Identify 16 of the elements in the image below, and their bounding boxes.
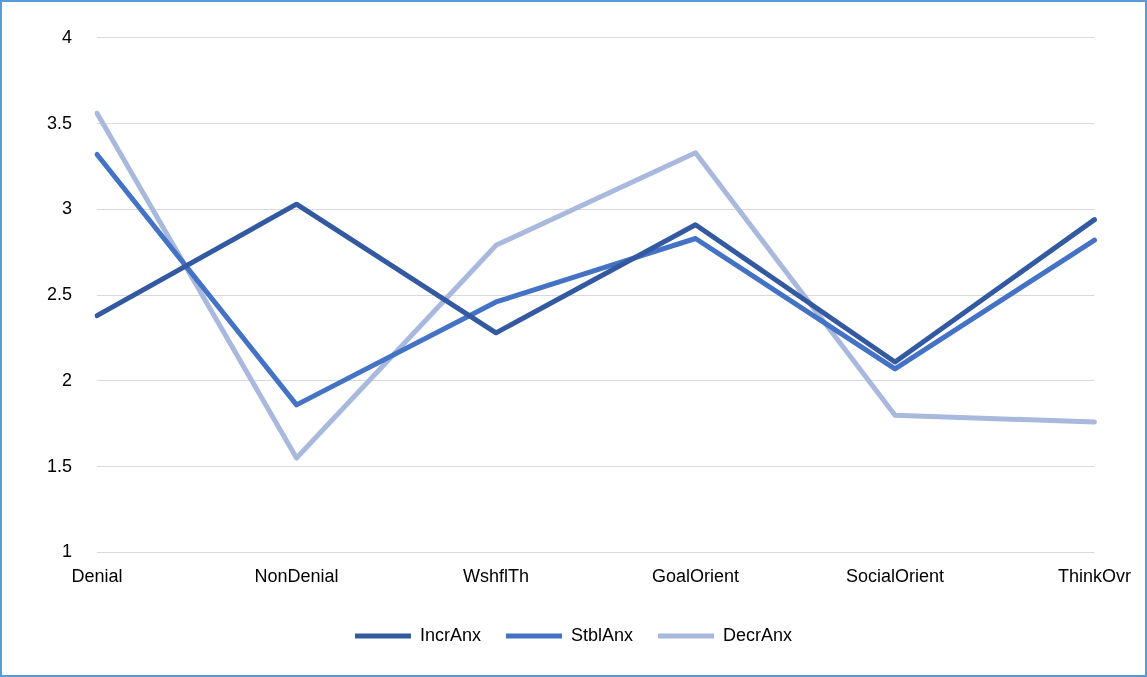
x-tick-label: SocialOrient [845,566,945,587]
y-tick-label: 1.5 [46,455,73,476]
legend-label: StblAnx [570,624,634,645]
x-tick-label: NonDenial [254,566,339,587]
x-tick-label: Denial [71,566,123,587]
y-tick-label: 3.5 [46,112,73,133]
legend-label: IncrAnx [419,624,481,645]
x-tick-label: ThinkOvr [1057,566,1131,587]
y-tick-label: 2.5 [46,284,73,305]
y-tick-label: 1 [62,541,73,562]
y-tick-label: 2 [62,369,73,390]
legend-label: DecrAnx [723,624,793,645]
y-tick-label: 4 [62,26,73,47]
x-tick-label: WshflTh [463,566,530,587]
y-tick-label: 3 [62,198,73,219]
x-tick-label: GoalOrient [651,566,740,587]
